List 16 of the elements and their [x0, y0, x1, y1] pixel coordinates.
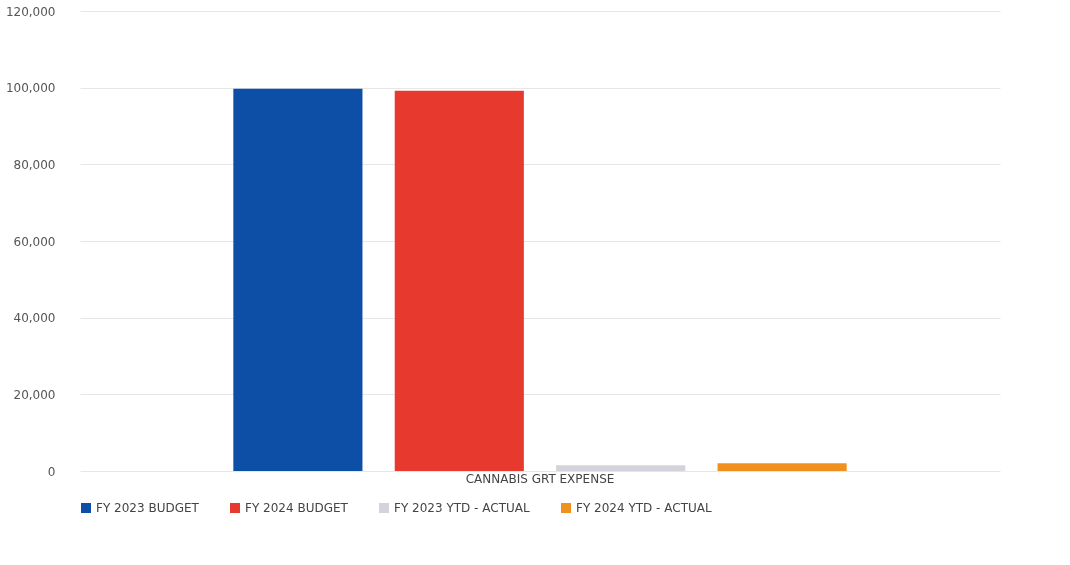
legend-label: FY 2024 BUDGET [245, 501, 349, 515]
y-tick-label: 0 [47, 464, 56, 479]
y-tick-label: 80,000 [13, 157, 56, 172]
y-tick-label: 20,000 [13, 387, 56, 402]
legend-label: FY 2023 YTD - ACTUAL [394, 501, 530, 515]
bar [233, 88, 363, 471]
bar [717, 463, 847, 471]
y-tick-label: 40,000 [13, 311, 56, 326]
legend-label: FY 2024 YTD - ACTUAL [576, 501, 712, 515]
x-tick-label: CANNABIS GRT EXPENSE [465, 471, 615, 486]
y-tick-label: 120,000 [5, 4, 56, 19]
y-tick-label: 100,000 [5, 81, 56, 96]
bar [394, 90, 524, 471]
y-tick-label: 60,000 [13, 234, 56, 249]
legend-label: FY 2023 BUDGET [96, 501, 200, 515]
bar [556, 465, 686, 471]
